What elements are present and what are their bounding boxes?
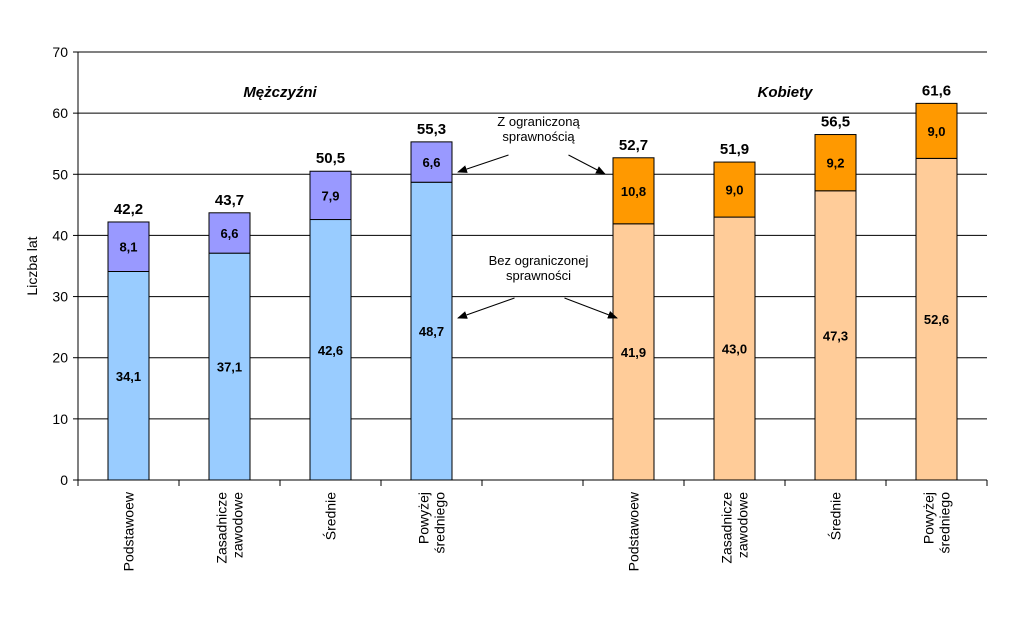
y-tick-label: 30 [52,289,68,305]
bar-segment-top [208,212,251,254]
y-tick-label: 20 [52,350,68,366]
data-label-base: 37,1 [217,360,242,375]
x-tick-label: Powyżejśredniego [416,492,448,554]
bars [107,102,958,481]
data-label-total: 52,7 [619,137,648,154]
data-label-top: 9,2 [826,156,844,171]
bar-segment-base [208,252,251,481]
data-label-total: 42,2 [114,201,143,218]
bar-segment-top [410,141,453,183]
bar-segment-base [915,157,958,481]
bar-segment-top [915,102,958,159]
annotation-arrow [568,154,606,175]
annotation-text: Z ograniczoną sprawnością [497,114,580,144]
x-tick-label: Powyżejśredniego [921,492,953,554]
data-label-total: 55,3 [417,121,446,138]
bar-segment-top [309,170,352,221]
axes: 0 10 20 30 40 50 60 70 Liczba lat [24,44,988,488]
annotation-line: Z ograniczoną [497,114,580,129]
y-tick-label: 40 [52,227,68,243]
x-tick-label: Średnie [827,492,844,540]
annotation-line: sprawności [506,268,571,283]
x-tick-label-line: Podstawoew [121,491,137,571]
data-label-base: 52,6 [924,312,949,327]
bar-segment-top [612,157,655,225]
y-tick-label: 70 [52,44,68,60]
x-tick-label-line: Średnie [322,492,339,540]
bar-segment-top [713,161,756,218]
x-tick-label-line: Zasadnicze [214,492,230,564]
x-tick-label-line: Zasadnicze [719,492,735,564]
x-tick-label-line: Podstawoew [626,491,642,571]
x-tick-label-line: Powyżej [921,492,937,544]
bar-segment-top [814,134,857,192]
y-axis-title: Liczba lat [24,236,40,295]
group-title: Mężczyźni [243,84,317,101]
data-label-top: 10,8 [621,184,646,199]
data-label-total: 50,5 [316,150,345,167]
bar-segment-base [410,181,453,481]
x-tick-label-line: Powyżej [416,492,432,544]
labels: 34,1 8,1 42,2 Podstawoew 37,1 6,6 43,7 Zasadnic… [114,82,953,571]
data-label-total: 56,5 [821,114,850,131]
x-tick-label: Średnie [322,492,339,540]
bar-segment-base [309,219,352,481]
data-label-base: 42,6 [318,343,343,358]
y-tick-label: 10 [52,411,68,427]
x-tick-label: Zasadniczezawodowe [719,492,751,564]
data-label-base: 34,1 [116,369,141,384]
data-label-top: 7,9 [321,188,339,203]
data-label-total: 61,6 [922,82,951,99]
data-label-top: 9,0 [927,124,945,139]
y-tick-label: 50 [52,166,68,182]
data-label-top: 6,6 [422,155,440,170]
annotation-arrow [457,154,509,173]
data-label-total: 51,9 [720,141,749,158]
annotation-arrow [457,297,515,319]
annotation-text: Bez ograniczonej sprawności [489,253,589,283]
data-label-top: 6,6 [220,226,238,241]
bar-segment-base [713,216,756,481]
x-tick-label: Podstawoew [121,491,137,571]
data-label-top: 9,0 [725,183,743,198]
y-tick-label: 0 [60,472,68,488]
annotation-arrow [564,297,618,319]
x-tick-label: Podstawoew [626,491,642,571]
data-label-top: 8,1 [119,240,137,255]
data-label-base: 48,7 [419,324,444,339]
x-tick-label-line: średniego [432,492,448,554]
x-tick-label-line: zawodowe [230,492,246,558]
x-tick-label-line: Średnie [827,492,844,540]
y-tick-label: 60 [52,105,68,121]
data-label-base: 47,3 [823,328,848,343]
annotation-line: Bez ograniczonej [489,253,589,268]
bar-segment-base [814,190,857,481]
annotation-line: sprawnością [502,129,575,144]
bar-segment-top [107,221,150,273]
data-label-total: 43,7 [215,192,244,209]
x-tick-label-line: zawodowe [735,492,751,558]
x-tick-label: Zasadniczezawodowe [214,492,246,564]
group-title: Kobiety [757,84,813,101]
data-label-base: 43,0 [722,342,747,357]
x-tick-label-line: średniego [937,492,953,554]
data-label-base: 41,9 [621,345,646,360]
